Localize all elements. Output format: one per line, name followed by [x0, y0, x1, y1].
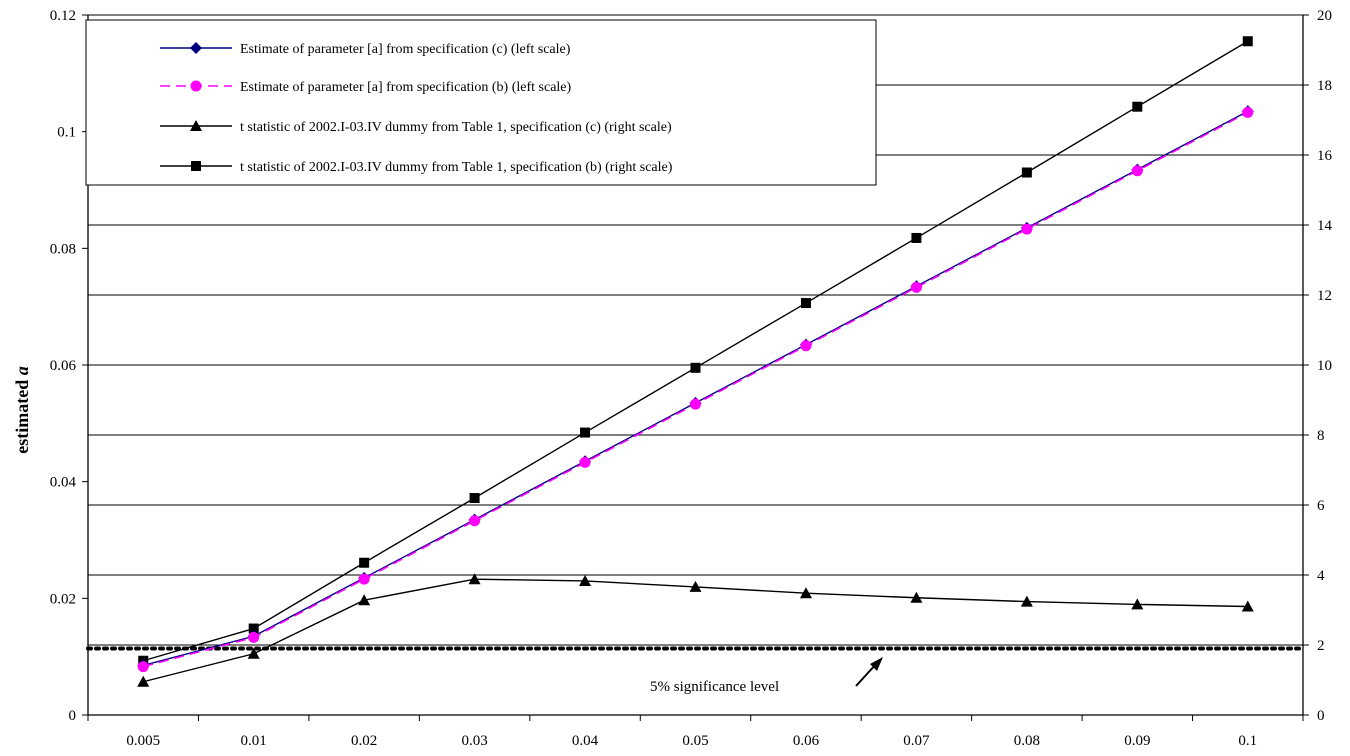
- legend-entry: t statistic of 2002.I-03.IV dummy from T…: [240, 160, 673, 175]
- significance-annotation: 5% significance level: [650, 679, 779, 695]
- data-point: [911, 232, 922, 243]
- data-point: [690, 398, 701, 410]
- data-point: [799, 587, 812, 599]
- left-tick-label: 0: [69, 708, 77, 724]
- right-tick-label: 10: [1317, 358, 1332, 374]
- data-point: [1132, 101, 1143, 112]
- right-tick-label: 14: [1317, 218, 1333, 234]
- legend: Estimate of parameter [a] from specifica…: [85, 19, 877, 186]
- data-point: [910, 281, 922, 293]
- right-tick-label: 0: [1317, 708, 1325, 724]
- right-tick-label: 18: [1317, 78, 1332, 94]
- legend-marker: [190, 80, 202, 92]
- ticks: 0 0.02 0.04 0.06 0.08 0.1 0.12 0 2 4 6 8 10 12 14 16 18 2…: [50, 8, 1333, 749]
- left-tick-label: 0.02: [50, 591, 76, 607]
- data-point: [1021, 223, 1033, 235]
- data-point: [137, 661, 149, 673]
- right-tick-label: 20: [1317, 8, 1332, 24]
- left-axis-label: estimated a: [12, 366, 32, 453]
- data-point: [800, 340, 812, 352]
- x-tick-label: 0.05: [682, 733, 708, 749]
- data-point: [1242, 106, 1254, 118]
- x-tick-label: 0.07: [903, 733, 930, 749]
- x-tick-label: 0.06: [793, 733, 820, 749]
- data-point: [469, 493, 480, 503]
- left-axis-label-text: estimated: [12, 380, 32, 454]
- data-point: [689, 580, 702, 592]
- legend-entry: t statistic of 2002.I-03.IV dummy from T…: [240, 120, 672, 135]
- data-point: [1021, 167, 1032, 178]
- data-point: [359, 557, 370, 568]
- data-point: [1242, 36, 1253, 47]
- data-point: [910, 591, 923, 603]
- right-tick-label: 8: [1317, 428, 1325, 444]
- x-tick-label: 0.03: [461, 733, 487, 749]
- x-tick-label: 0.01: [241, 733, 267, 749]
- data-point: [580, 427, 591, 438]
- left-tick-label: 0.12: [50, 8, 76, 24]
- data-point: [137, 675, 150, 687]
- left-tick-label: 0.06: [50, 358, 77, 374]
- data-point: [358, 573, 370, 585]
- data-point: [579, 456, 591, 468]
- legend-marker: [190, 42, 202, 54]
- data-point: [358, 594, 371, 606]
- x-tick-label: 0.005: [126, 733, 160, 749]
- left-tick-label: 0.08: [50, 241, 76, 257]
- right-tick-label: 6: [1317, 498, 1325, 514]
- data-series: [137, 36, 1254, 687]
- data-point: [800, 298, 811, 309]
- data-point: [248, 631, 260, 643]
- x-tick-label: 0.08: [1014, 733, 1040, 749]
- legend-marker: [190, 120, 202, 131]
- data-point: [690, 362, 701, 373]
- right-tick-label: 12: [1317, 288, 1332, 304]
- data-point: [579, 574, 592, 586]
- data-point: [468, 573, 481, 585]
- legend-entry: Estimate of parameter [a] from specifica…: [240, 42, 571, 57]
- data-point: [1131, 165, 1143, 177]
- left-axis-label-symbol: a: [12, 366, 32, 375]
- x-tick-label: 0.1: [1238, 733, 1257, 749]
- data-point: [1131, 598, 1144, 610]
- x-tick-label: 0.04: [572, 733, 599, 749]
- data-point: [1241, 600, 1254, 612]
- left-tick-label: 0.04: [50, 475, 77, 491]
- data-point: [247, 647, 260, 659]
- data-point: [248, 623, 259, 634]
- x-tick-label: 0.02: [351, 733, 377, 749]
- legend-marker: [191, 161, 201, 171]
- series-triangle: [137, 573, 1254, 687]
- right-tick-label: 2: [1317, 638, 1325, 654]
- right-tick-label: 16: [1317, 148, 1333, 164]
- right-tick-label: 4: [1317, 568, 1325, 584]
- annotation-arrow-head: [870, 657, 883, 671]
- data-point: [469, 515, 481, 527]
- left-tick-label: 0.1: [57, 125, 76, 141]
- x-tick-label: 0.09: [1124, 733, 1150, 749]
- series-circle: [137, 106, 1254, 673]
- legend-entry: Estimate of parameter [a] from specifica…: [240, 80, 572, 95]
- data-point: [1020, 595, 1033, 607]
- series-square: [138, 36, 1253, 666]
